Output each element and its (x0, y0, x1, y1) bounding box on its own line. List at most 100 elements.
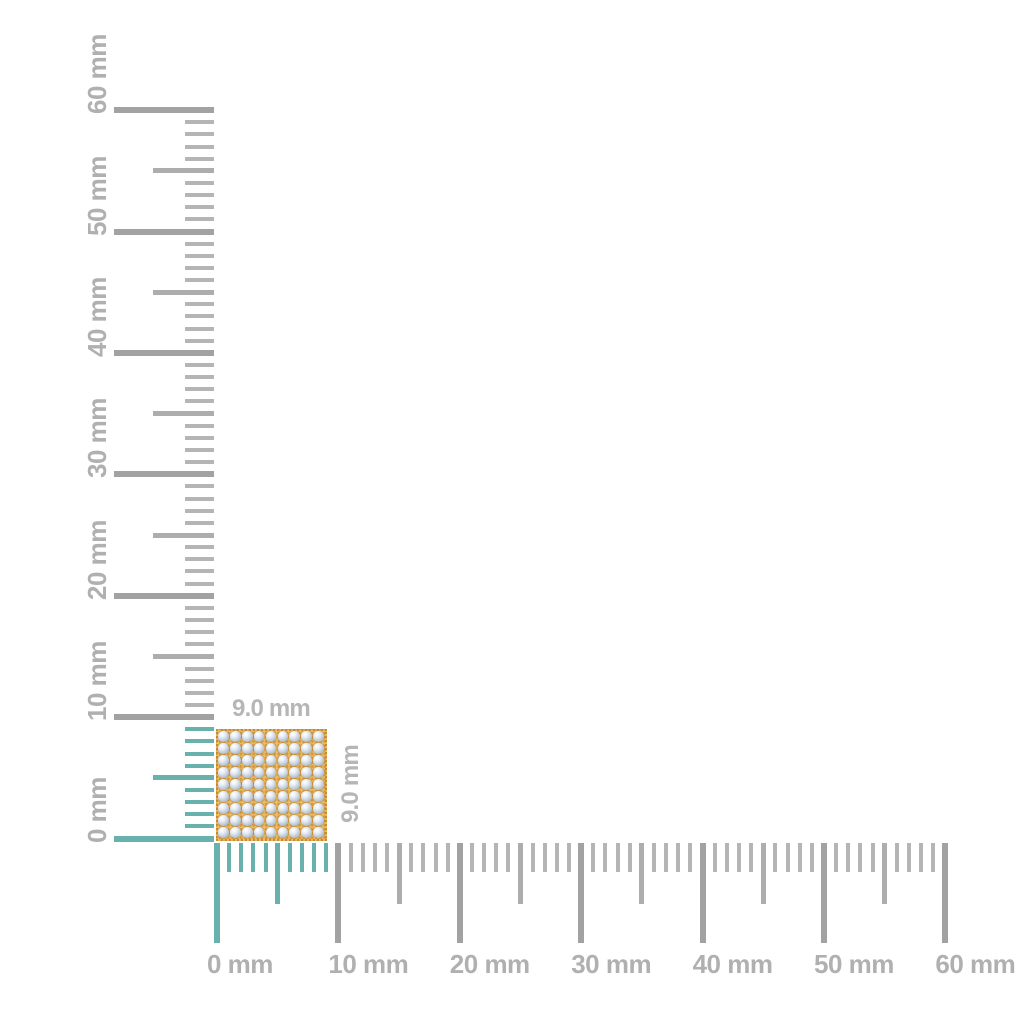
h-tick-31mm (591, 843, 596, 872)
v-tick-6mm (184, 763, 214, 768)
v-tick-60mm (113, 107, 214, 114)
v-tick-24mm (184, 545, 214, 550)
diamond-stone (253, 743, 265, 754)
diamond-stone (230, 827, 241, 838)
diamond-stone (301, 791, 312, 802)
h-axis-label-20mm: 20 mm (449, 949, 530, 979)
v-tick-52mm (184, 205, 214, 210)
h-tick-26mm (530, 843, 535, 872)
h-tick-59mm (931, 843, 936, 872)
h-tick-50mm (821, 843, 827, 943)
h-tick-36mm (652, 843, 657, 872)
v-tick-53mm (184, 193, 214, 198)
h-tick-32mm (603, 843, 608, 872)
diamond-stone (277, 803, 289, 814)
diamond-stone (218, 767, 229, 778)
diamond-stone (289, 743, 301, 754)
h-tick-53mm (858, 843, 863, 872)
h-tick-1mm (227, 843, 232, 872)
diamond-stone (230, 791, 241, 802)
h-tick-14mm (384, 843, 389, 872)
diamond-stone (241, 803, 253, 814)
v-tick-36mm (184, 399, 214, 404)
diamond-stone (313, 779, 324, 790)
h-axis-label-30mm: 30 mm (571, 949, 652, 979)
diamond-stone (230, 731, 241, 742)
v-tick-16mm (184, 642, 214, 647)
diamond-stone (265, 767, 277, 778)
diamond-stone (289, 731, 301, 742)
diamond-stone (277, 791, 289, 802)
h-tick-35mm (639, 843, 645, 904)
diamond-stone (230, 803, 241, 814)
diamond-stone (289, 779, 301, 790)
diamond-stone (289, 815, 301, 826)
v-tick-5mm (152, 775, 214, 781)
h-tick-24mm (506, 843, 511, 872)
v-tick-2mm (184, 812, 214, 817)
v-tick-41mm (184, 338, 214, 343)
v-tick-0mm (113, 835, 214, 842)
h-tick-21mm (469, 843, 474, 872)
diamond-stone (265, 815, 277, 826)
diamond-stone (277, 815, 289, 826)
h-tick-7mm (299, 843, 304, 872)
h-tick-22mm (482, 843, 487, 872)
diamond-stone (230, 743, 241, 754)
diamond-stone (301, 743, 312, 754)
diamond-stone (253, 779, 265, 790)
v-tick-44mm (184, 302, 214, 307)
diamond-stone (218, 755, 229, 766)
v-tick-26mm (184, 520, 214, 525)
diamond-stone (230, 815, 241, 826)
diamond-stone (301, 767, 312, 778)
diamond-stone (241, 755, 253, 766)
diamond-stone (289, 827, 301, 838)
h-tick-5mm (275, 843, 281, 904)
diamond-stone-grid (218, 731, 325, 839)
h-tick-23mm (494, 843, 499, 872)
diamond-stone (313, 791, 324, 802)
v-tick-54mm (184, 180, 214, 185)
diamond-stone (265, 791, 277, 802)
v-tick-30mm (113, 471, 214, 478)
v-tick-35mm (152, 411, 214, 417)
h-tick-29mm (567, 843, 572, 872)
diamond-stone (265, 827, 277, 838)
v-tick-56mm (184, 156, 214, 161)
h-tick-40mm (699, 843, 706, 943)
v-tick-48mm (184, 253, 214, 258)
v-tick-19mm (184, 605, 214, 610)
diamond-stone (230, 779, 241, 790)
v-tick-39mm (184, 363, 214, 368)
v-tick-7mm (184, 751, 214, 756)
v-tick-47mm (184, 265, 214, 270)
v-tick-14mm (184, 666, 214, 671)
diamond-stone (241, 767, 253, 778)
v-tick-29mm (184, 484, 214, 489)
diamond-stone (218, 827, 229, 838)
diamond-stone (265, 731, 277, 742)
diamond-stone (218, 779, 229, 790)
h-tick-30mm (578, 843, 585, 943)
v-tick-17mm (184, 630, 214, 635)
v-tick-1mm (184, 824, 214, 829)
h-tick-38mm (676, 843, 681, 872)
h-tick-20mm (456, 843, 463, 943)
h-tick-42mm (724, 843, 729, 872)
diamond-stone (313, 767, 324, 778)
diamond-stone (313, 731, 324, 742)
v-tick-21mm (184, 581, 214, 586)
v-tick-55mm (152, 168, 214, 174)
h-axis-label-0mm: 0 mm (207, 949, 273, 979)
v-tick-33mm (184, 435, 214, 440)
diamond-stone (265, 743, 277, 754)
diamond-stone (265, 755, 277, 766)
h-tick-15mm (396, 843, 402, 904)
diamond-stone (289, 767, 301, 778)
h-tick-58mm (919, 843, 924, 872)
diamond-stone (218, 815, 229, 826)
diamond-stone (241, 791, 253, 802)
